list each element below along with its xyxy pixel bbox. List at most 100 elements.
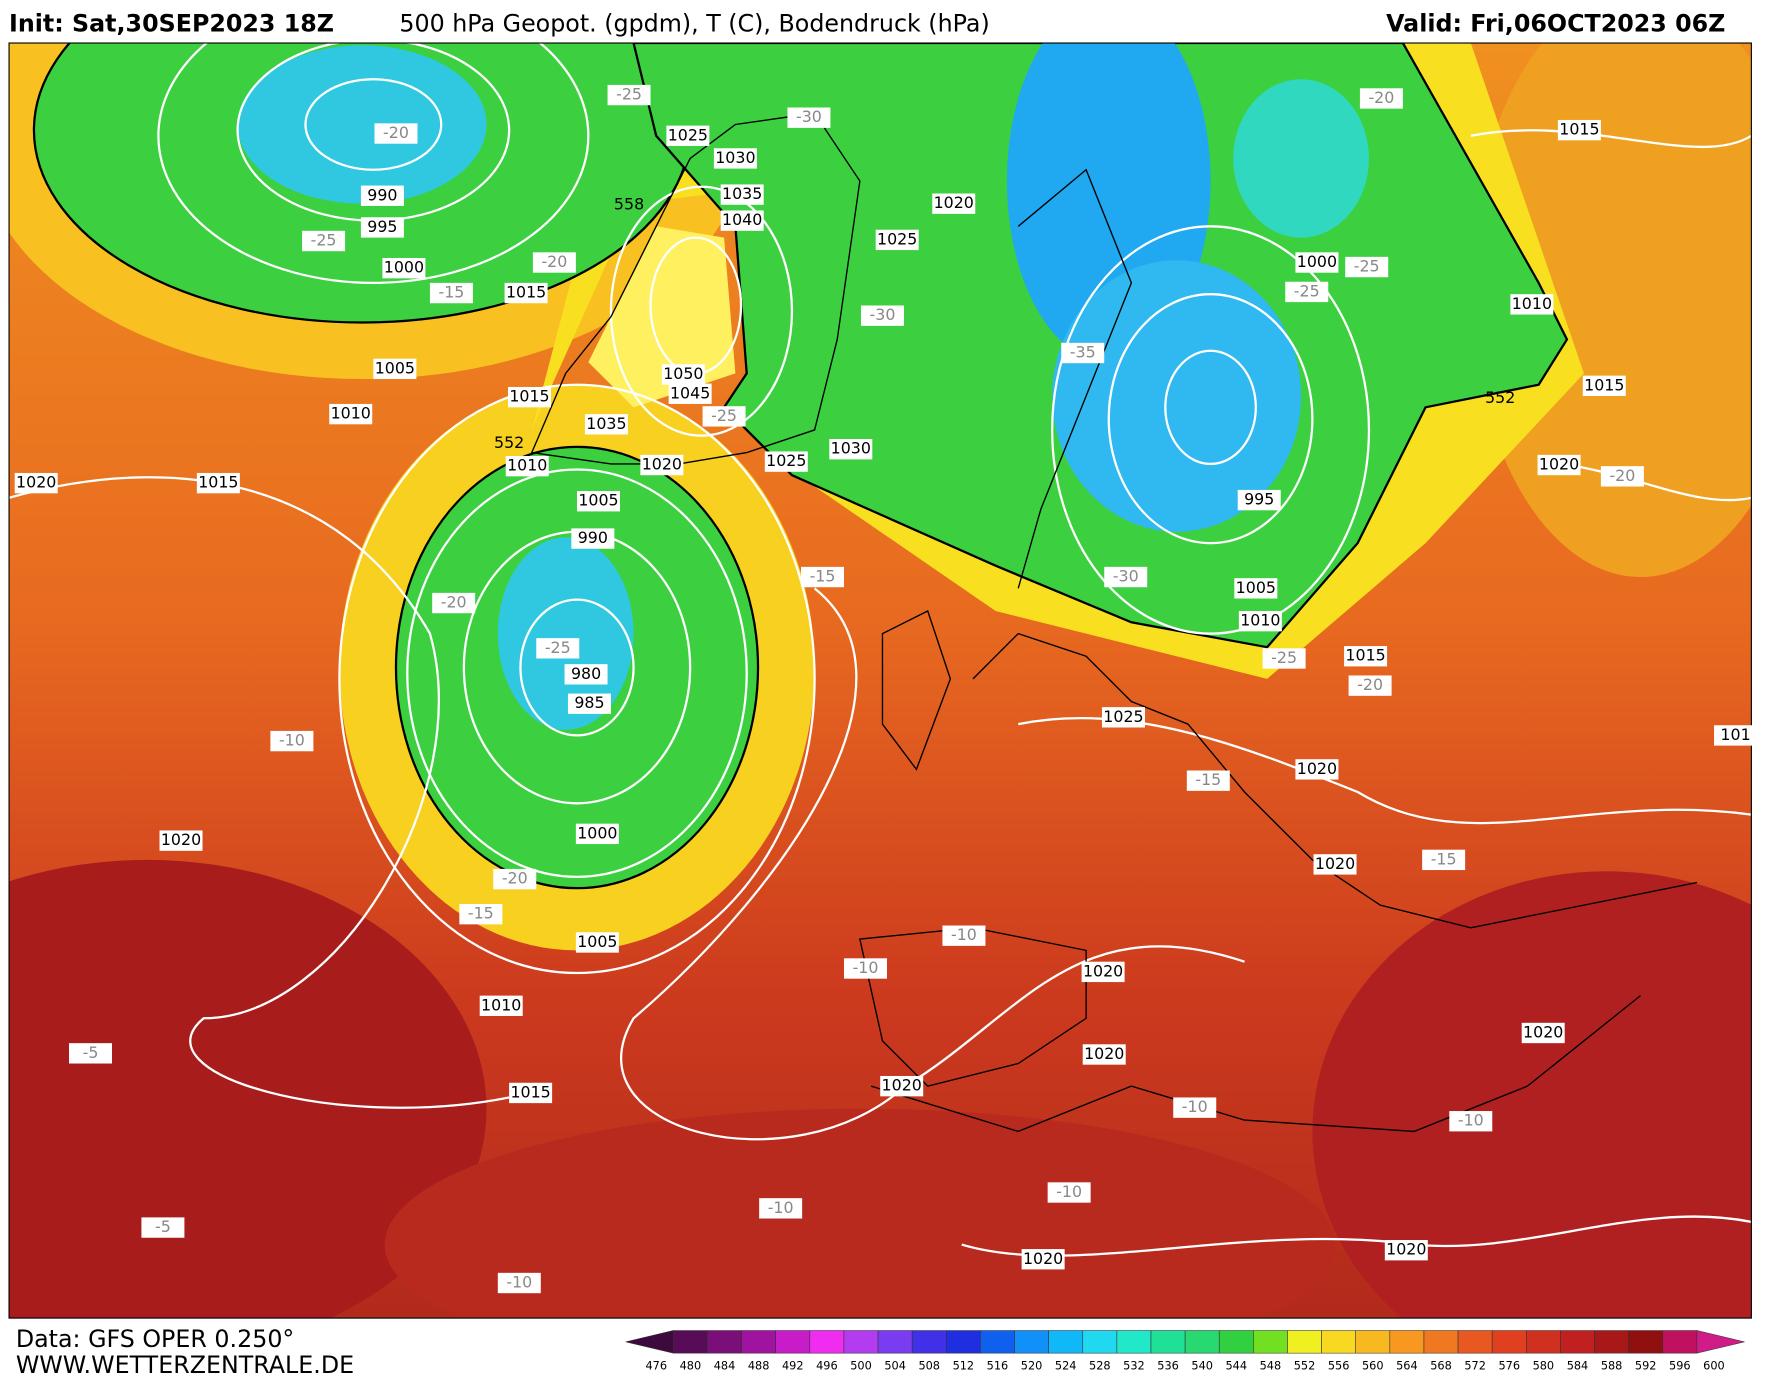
pressure-label: 985 — [574, 693, 604, 712]
pressure-label-box — [1313, 854, 1357, 875]
colorbar-label: 476 — [646, 1360, 668, 1373]
pressure-label-box — [14, 472, 58, 494]
temperature-label-box — [1104, 566, 1148, 588]
site-name: WWW.WETTERZENTRALE.DE — [16, 1351, 354, 1379]
pressure-label: 101 — [1720, 725, 1750, 744]
colorbar-swatch — [1321, 1330, 1356, 1354]
temperature-label-box — [844, 958, 887, 979]
colorbar-swatch — [707, 1330, 742, 1354]
colorbar-label: 600 — [1703, 1360, 1725, 1373]
pressure-label-box — [713, 148, 757, 169]
pressure-label: 1020 — [1084, 1044, 1124, 1063]
pressure-label-box — [509, 1082, 553, 1104]
pressure-label: 1010 — [331, 404, 371, 423]
temperature-label: -15 — [438, 283, 464, 302]
pressure-label-box — [829, 439, 873, 460]
colorbar-label: 568 — [1430, 1360, 1452, 1373]
colorbar-label: 564 — [1396, 1360, 1418, 1373]
colorbar-label: 508 — [918, 1360, 940, 1373]
pressure-label: 1015 — [1345, 646, 1385, 665]
temperature-label: -25 — [1354, 257, 1380, 276]
temperature-label: -10 — [1458, 1111, 1484, 1130]
colorbar-label: 580 — [1533, 1360, 1555, 1373]
colorbar-label: 552 — [1294, 1360, 1316, 1373]
colorbar-label: 584 — [1567, 1360, 1589, 1373]
temperature-label-box — [1348, 675, 1392, 696]
pressure-label: 1020 — [934, 193, 974, 212]
colorbar-swatch — [1423, 1330, 1459, 1354]
pressure-label: 995 — [367, 217, 397, 236]
temperature-label-box — [1186, 770, 1230, 791]
temperature-label: -20 — [383, 123, 409, 142]
pressure-label-box — [382, 257, 426, 279]
temperature-label-box — [270, 730, 314, 752]
colorbar-swatch — [673, 1330, 708, 1354]
pressure-label: 1020 — [1539, 455, 1579, 474]
pressure-label: 1015 — [510, 1082, 550, 1101]
pressure-label-box — [1714, 725, 1758, 746]
pressure-label: 1020 — [1023, 1249, 1063, 1268]
colorbar-label: 480 — [680, 1360, 702, 1373]
temperature-label-box — [429, 282, 473, 304]
colorbar-label: 512 — [953, 1360, 975, 1373]
pressure-label: 1010 — [1512, 294, 1552, 313]
pressure-label-box — [720, 184, 764, 205]
yellow-band — [588, 226, 736, 408]
data-source: Data: GFS OPER 0.250° — [16, 1325, 294, 1353]
colorbar-swatch — [980, 1330, 1015, 1354]
cold-core — [1052, 260, 1302, 532]
temperature-label-box — [942, 925, 986, 946]
colorbar-swatch — [1662, 1330, 1698, 1354]
colorbar-swatch — [1150, 1330, 1186, 1354]
colorbar-label: 592 — [1635, 1360, 1657, 1373]
colorbar-swatch — [1594, 1330, 1629, 1354]
pressure-label: 1025 — [766, 451, 806, 470]
temperature-label: -15 — [810, 567, 836, 586]
pressure-label-box — [360, 185, 404, 206]
colorbar-label: 540 — [1191, 1360, 1213, 1373]
colorbar-swatch — [1526, 1330, 1561, 1354]
pressure-label: 990 — [367, 185, 397, 204]
colorbar-label: 544 — [1226, 1360, 1248, 1373]
temperature-label: -10 — [506, 1273, 532, 1292]
pressure-label-box — [764, 451, 808, 472]
colorbar-swatch — [1082, 1330, 1118, 1354]
colorbar-swatch — [1253, 1330, 1288, 1354]
map-title: 500 hPa Geopot. (gpdm), T (C), Bodendruc… — [399, 9, 989, 37]
temperature-label: -10 — [1056, 1182, 1082, 1201]
temperature-label: -30 — [796, 107, 822, 126]
pressure-label: 1040 — [722, 210, 762, 229]
colorbar-label: 524 — [1055, 1360, 1077, 1373]
temperature-label: -25 — [616, 85, 642, 104]
pressure-label-box — [1295, 759, 1339, 780]
pressure-label: 990 — [578, 528, 608, 547]
temperature-label-box — [1345, 256, 1389, 278]
pressure-label: 1005 — [577, 932, 617, 951]
cold-core — [237, 45, 487, 204]
temperature-label-box — [1047, 1182, 1091, 1203]
temperature-label-box — [1262, 648, 1306, 669]
pressure-label-box — [575, 932, 619, 953]
pressure-label-box — [668, 383, 712, 404]
colorbar-swatch — [1491, 1330, 1527, 1354]
pressure-label: 1010 — [481, 995, 521, 1014]
pressure-label-box — [1101, 707, 1145, 728]
pressure-label: 1025 — [877, 229, 917, 248]
pressure-label-box — [1521, 1022, 1565, 1044]
pressure-label-box — [584, 414, 628, 435]
pressure-label: 1015 — [1559, 120, 1599, 139]
pressure-label-box — [505, 455, 549, 477]
temperature-label: -30 — [870, 305, 896, 324]
temperature-label-box — [1422, 849, 1466, 871]
pressure-label-box — [1344, 646, 1388, 667]
temperature-label-box — [787, 107, 831, 128]
colorbar-swatch — [1184, 1330, 1220, 1354]
colorbar-swatch — [625, 1330, 674, 1354]
init-time: Init: Sat,30SEP2023 18Z — [9, 9, 334, 37]
colorbar-label: 516 — [987, 1360, 1009, 1373]
temperature-label-box — [497, 1272, 541, 1294]
temperature-label-box — [141, 1217, 185, 1238]
colorbar-label: 492 — [782, 1360, 804, 1373]
pressure-label: 1035 — [722, 184, 762, 203]
colorbar-label: 596 — [1669, 1360, 1691, 1373]
